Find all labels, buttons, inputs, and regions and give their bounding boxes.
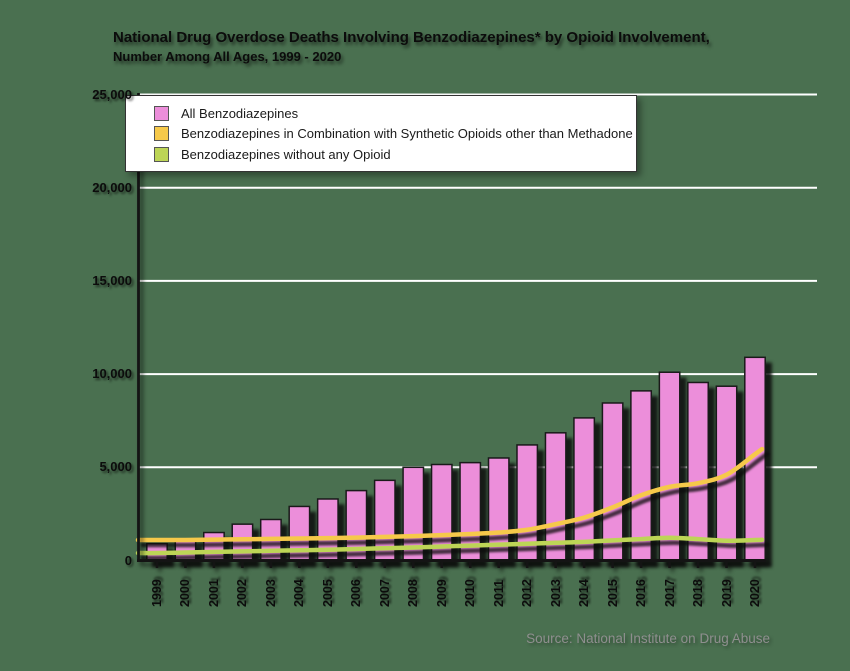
chart-title-line1: National Drug Overdose Deaths Involving … [113,29,710,46]
x-tick-label: 2020 [747,579,762,607]
legend-item-without-opioid: Benzodiazepines without any Opioid [154,146,636,162]
legend-item-synthetic-opioid-combo: Benzodiazepines in Combination with Synt… [154,126,636,141]
source-attribution: Source: National Institute on Drug Abuse [526,631,770,646]
x-tick-label: 2012 [520,579,535,607]
line-series [135,446,765,556]
x-tick-label: 2013 [548,579,563,607]
x-tick-label: 2018 [691,579,706,607]
bar-2015 [601,402,624,562]
legend-swatch-all-benzodiazepines [154,105,169,121]
legend-label: Benzodiazepines in Combination with Synt… [181,126,633,141]
chart-title-line2: Number Among All Ages, 1999 - 2020 [113,48,342,64]
legend-label: Benzodiazepines without any Opioid [181,146,391,162]
x-tick-label: 1999 [150,579,164,607]
legend-swatch-synthetic-opioid-combo [154,126,169,141]
x-tick-label: 2007 [377,579,392,607]
x-tick-label: 2010 [463,579,478,607]
x-tick-label: 2019 [719,579,734,607]
bar-2002 [231,523,254,562]
bar-2016 [630,390,653,562]
y-tick-label: 20,000 [92,179,132,195]
y-tick-label: 15,000 [92,272,132,288]
x-tick-label: 2017 [662,579,677,607]
bar-2018 [687,381,709,562]
legend-swatch-without-opioid [154,146,169,162]
legend: All Benzodiazepines Benzodiazepines in C… [125,95,637,172]
x-tick-label: 2002 [235,579,250,607]
x-tick-label: 2016 [634,579,649,607]
x-tick-label: 2000 [178,579,193,607]
bar-2001 [203,531,225,562]
y-tick-label: 10,000 [92,366,132,382]
bar-2014 [573,417,596,562]
x-tick-label: 2014 [577,579,592,607]
legend-item-all-benzodiazepines: All Benzodiazepines [154,105,636,121]
x-tick-label: 2011 [491,579,506,607]
legend-label: All Benzodiazepines [181,105,299,121]
x-tick-label: 2004 [292,579,307,607]
x-tick-label: 2009 [434,579,449,607]
x-tick-label: 2008 [406,579,421,607]
y-tick-label: 5,000 [99,459,132,475]
y-tick-label: 25,000 [92,86,132,102]
x-tick-label: 2001 [206,579,221,607]
x-tick-label: 2005 [320,579,335,607]
line-synthetic-opioid-combo [135,446,765,543]
chart-title: National Drug Overdose Deaths Involving … [113,29,710,65]
bar-2017 [658,371,681,562]
y-tick-label: 0 [124,552,132,568]
x-tick-label: 2006 [349,579,364,607]
line-without-any-opioid [135,535,765,556]
bar-series [146,356,766,562]
x-tick-label: 2015 [605,579,620,607]
x-tick-label: 2003 [263,579,278,607]
